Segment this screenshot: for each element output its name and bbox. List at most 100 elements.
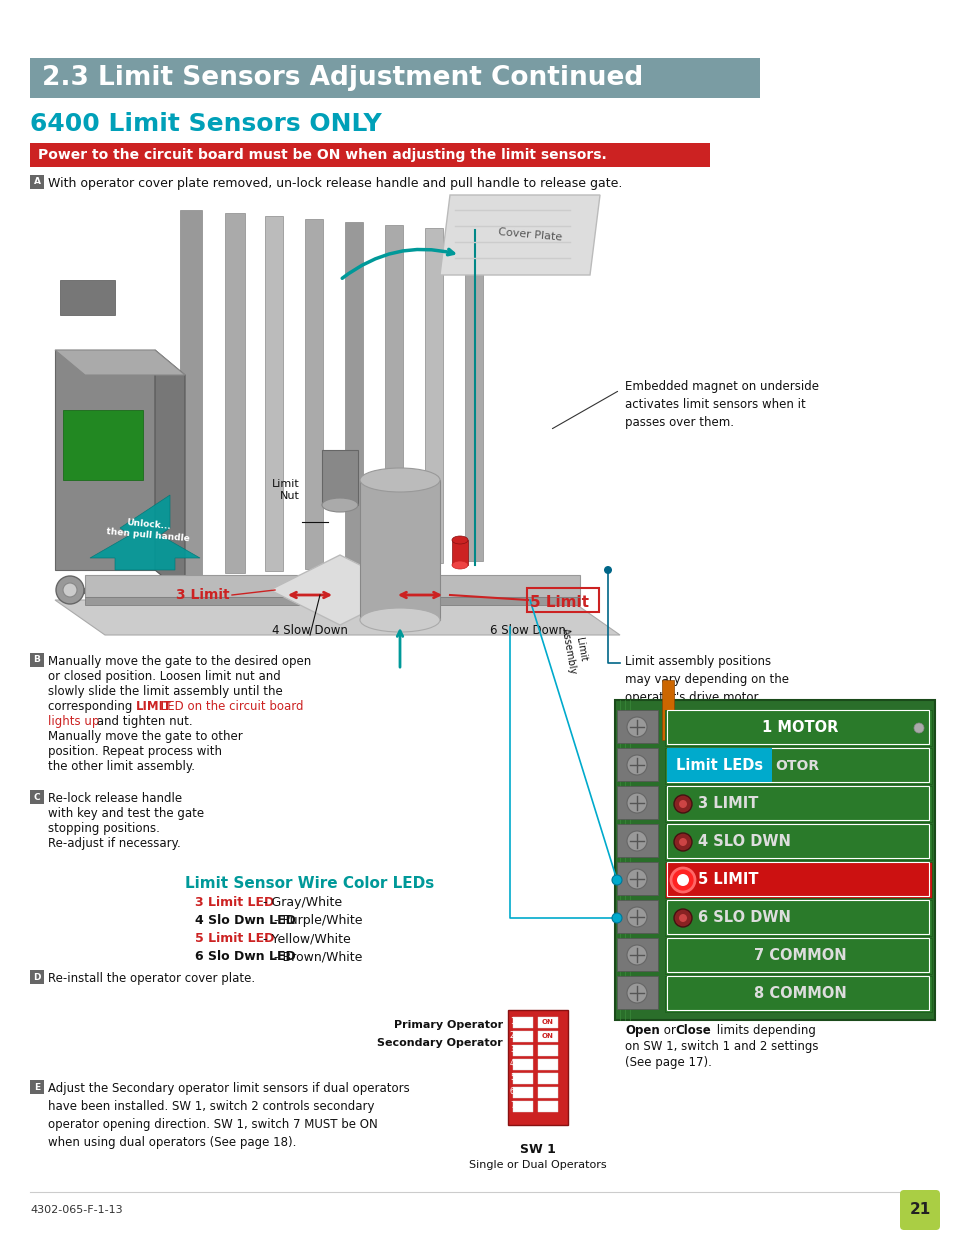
Text: Limit
Assembly: Limit Assembly — [559, 625, 589, 676]
Text: Limit
Nut: Limit Nut — [272, 479, 299, 501]
Text: Secondary Operator: Secondary Operator — [376, 1037, 502, 1049]
Ellipse shape — [359, 608, 439, 632]
Text: 6 Slow Down: 6 Slow Down — [490, 624, 565, 637]
Bar — [513, 1087, 533, 1098]
Bar — [664, 748, 931, 784]
Text: and: and — [668, 1008, 698, 1021]
Text: Limit LEDs: Limit LEDs — [676, 758, 762, 773]
Text: 7: 7 — [510, 1102, 515, 1110]
Circle shape — [612, 913, 621, 923]
Bar — [666, 862, 928, 897]
Bar — [615, 700, 934, 1020]
Circle shape — [626, 755, 646, 776]
Bar — [526, 588, 598, 613]
Text: Primary Operator: Primary Operator — [394, 1020, 502, 1030]
Bar — [617, 976, 658, 1009]
Circle shape — [626, 869, 646, 889]
Bar — [30, 790, 44, 804]
Ellipse shape — [322, 498, 357, 513]
Text: 3 Limit: 3 Limit — [176, 588, 230, 601]
Bar — [666, 710, 928, 743]
Polygon shape — [154, 350, 185, 595]
Bar — [664, 710, 931, 746]
Text: 7 COMMON: 7 COMMON — [753, 948, 845, 963]
Polygon shape — [55, 600, 619, 635]
Polygon shape — [439, 195, 599, 275]
Text: Open: Open — [624, 1024, 659, 1037]
Text: or: or — [659, 1024, 679, 1037]
Text: 4 Slow Down: 4 Slow Down — [272, 624, 348, 637]
Bar — [225, 212, 245, 573]
Text: slowly slide the limit assembly until the: slowly slide the limit assembly until th… — [48, 685, 282, 698]
Bar — [664, 976, 931, 1011]
Circle shape — [56, 576, 84, 604]
Bar — [30, 143, 709, 167]
Circle shape — [603, 566, 612, 574]
Text: 6: 6 — [510, 1088, 515, 1097]
Bar — [513, 1045, 533, 1056]
Bar — [322, 450, 357, 505]
Circle shape — [63, 583, 77, 597]
Bar — [537, 1100, 558, 1112]
Text: 21: 21 — [908, 1203, 929, 1218]
Bar — [664, 900, 931, 936]
Bar — [30, 653, 44, 667]
Text: 3 LIMIT: 3 LIMIT — [698, 797, 758, 811]
Circle shape — [612, 876, 621, 885]
Bar — [617, 785, 658, 819]
Circle shape — [677, 874, 688, 885]
Bar — [537, 1016, 558, 1028]
Text: limit LEDs can be: limit LEDs can be — [700, 1008, 805, 1021]
Text: Limit Sensor Wire Color LEDs: Limit Sensor Wire Color LEDs — [185, 876, 435, 890]
Circle shape — [679, 914, 686, 923]
Text: 6 SLO DWN: 6 SLO DWN — [698, 910, 790, 925]
Text: 6 Slo Dwn LED: 6 Slo Dwn LED — [194, 950, 295, 963]
Bar — [537, 1073, 558, 1084]
Bar — [507, 1010, 567, 1125]
Circle shape — [626, 718, 646, 737]
Text: 8 COMMON: 8 COMMON — [753, 987, 845, 1002]
Text: Re-lock release handle: Re-lock release handle — [48, 792, 182, 805]
Text: E: E — [34, 1083, 40, 1092]
Text: - Brown/White: - Brown/White — [270, 950, 362, 963]
Circle shape — [673, 909, 691, 927]
Bar — [464, 231, 482, 561]
Ellipse shape — [452, 561, 468, 569]
Bar — [30, 1079, 44, 1094]
Bar — [513, 1058, 533, 1070]
Bar — [617, 824, 658, 857]
Text: Manually move the gate to other: Manually move the gate to other — [48, 730, 242, 743]
Text: 1: 1 — [510, 1018, 515, 1026]
Bar — [537, 1087, 558, 1098]
Bar — [424, 228, 442, 563]
Polygon shape — [90, 495, 200, 571]
Text: 6400 Limit Sensors ONLY: 6400 Limit Sensors ONLY — [30, 112, 381, 136]
Bar — [666, 824, 928, 858]
Text: Manually move the gate to the desired open: Manually move the gate to the desired op… — [48, 655, 311, 668]
Text: 2.3 Limit Sensors Adjustment Continued: 2.3 Limit Sensors Adjustment Continued — [42, 65, 642, 91]
Text: 3: 3 — [510, 1046, 515, 1055]
Circle shape — [679, 839, 686, 846]
Bar — [60, 280, 115, 315]
Text: and tighten nut.: and tighten nut. — [92, 715, 193, 727]
Text: 2: 2 — [510, 1031, 515, 1041]
Polygon shape — [55, 350, 185, 375]
Text: 5: 5 — [510, 1073, 515, 1083]
Text: SW 1: SW 1 — [519, 1144, 556, 1156]
Bar — [55, 350, 154, 571]
Circle shape — [626, 906, 646, 927]
Text: 4302-065-F-1-13: 4302-065-F-1-13 — [30, 1205, 123, 1215]
Text: Cover Plate: Cover Plate — [497, 227, 561, 243]
Polygon shape — [270, 555, 410, 625]
Bar — [85, 597, 579, 605]
Circle shape — [626, 945, 646, 965]
Text: Adjust the Secondary operator limit sensors if dual operators
have been installe: Adjust the Secondary operator limit sens… — [48, 1082, 410, 1149]
Bar — [359, 480, 439, 620]
Text: Note:: Note: — [624, 1008, 665, 1021]
Bar — [385, 225, 402, 564]
Text: limits depending: limits depending — [712, 1024, 815, 1037]
Bar — [537, 1031, 558, 1042]
Text: LIMIT: LIMIT — [136, 700, 172, 713]
Bar — [664, 785, 931, 823]
Text: stopping positions.: stopping positions. — [48, 823, 160, 835]
